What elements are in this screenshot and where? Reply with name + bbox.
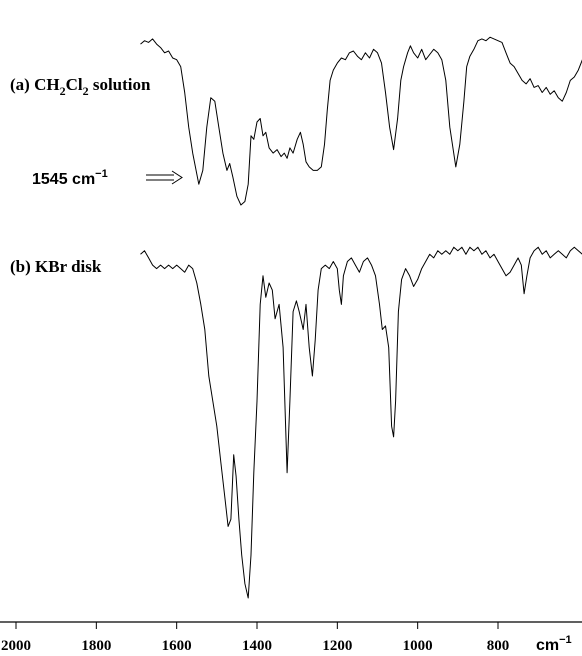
series-b-kbr-trace xyxy=(140,246,582,599)
x-tick-label-1200: 1200 xyxy=(322,638,352,654)
x-tick-label-1000: 1000 xyxy=(403,638,433,654)
series-a-label: (a) CH2Cl2 solution xyxy=(10,75,151,98)
x-tick-label-1400: 1400 xyxy=(242,638,272,654)
x-axis-unit: cm−1 xyxy=(536,634,572,654)
x-tick-label-1600: 1600 xyxy=(162,638,192,654)
x-axis-ticks xyxy=(15,622,499,629)
x-tick-label-2000: 2000 xyxy=(1,638,31,654)
x-tick-label-800: 800 xyxy=(487,638,510,654)
annotation-arrow xyxy=(146,170,183,185)
series-a-solution-trace xyxy=(140,36,582,206)
series-b-label: (b) KBr disk xyxy=(10,257,102,276)
x-axis-tick-labels: 2000 1800 1600 1400 1200 1000 800 xyxy=(1,638,509,654)
annotation-label: 1545 cm−1 xyxy=(32,168,108,188)
x-tick-label-1800: 1800 xyxy=(81,638,111,654)
